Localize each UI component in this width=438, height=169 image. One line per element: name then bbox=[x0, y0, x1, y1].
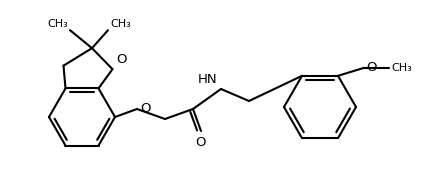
Text: HN: HN bbox=[198, 73, 217, 86]
Text: O: O bbox=[140, 102, 151, 115]
Text: CH₃: CH₃ bbox=[47, 19, 68, 29]
Text: O: O bbox=[196, 136, 206, 149]
Text: CH₃: CH₃ bbox=[391, 63, 412, 73]
Text: CH₃: CH₃ bbox=[110, 19, 131, 29]
Text: O: O bbox=[117, 53, 127, 66]
Text: O: O bbox=[366, 61, 377, 74]
